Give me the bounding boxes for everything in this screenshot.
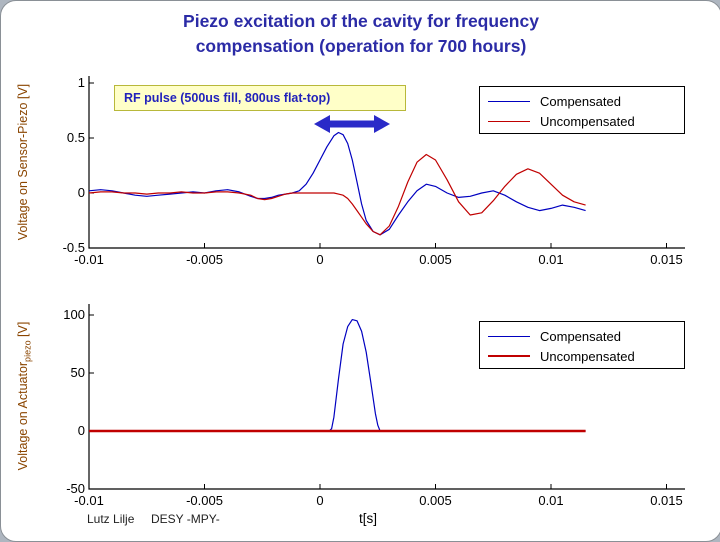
y-tick-label: 1 (77, 75, 85, 90)
x-tick-label: 0.01 (538, 493, 564, 508)
compensated-line-sample-icon (488, 100, 530, 102)
footer-author: Lutz Lilje (87, 512, 135, 526)
x-tick-label: 0.005 (419, 252, 452, 267)
y-tick-label: -0.5 (62, 240, 85, 255)
y-tick-label: 0 (77, 185, 85, 200)
x-tick-label: 0 (316, 252, 324, 267)
compensated-line-sample-icon (488, 335, 530, 337)
actuator-ylabel-unit: [V] (16, 321, 30, 341)
x-tick-label: -0.01 (74, 493, 104, 508)
legend-row-uncompensated: Uncompensated (488, 111, 684, 131)
y-tick-label: 50 (70, 365, 85, 380)
y-tick-label: -50 (66, 481, 85, 496)
legend-row-compensated: Compensated (488, 91, 684, 111)
legend-label-uncompensated: Uncompensated (540, 348, 635, 364)
x-tick-label: 0.015 (650, 493, 683, 508)
x-tick-label: -0.005 (186, 252, 223, 267)
x-tick-label: -0.005 (186, 493, 223, 508)
actuator-legend: Compensated Uncompensated (479, 321, 685, 369)
sensor-voltage-chart (88, 76, 685, 249)
y-tick-label: 0.5 (66, 130, 85, 145)
legend-label-compensated: Compensated (540, 328, 621, 344)
uncompensated-line-sample-icon (488, 120, 530, 122)
x-tick-label: 0.015 (650, 252, 683, 267)
sensor-ylabel: Voltage on Sensor-Piezo [V] (16, 83, 30, 241)
actuator-ylabel: Voltage on Actuatorpiezo [V] (16, 276, 34, 516)
uncompensated-line-sample-icon (488, 355, 530, 357)
time-axis-label: t[s] (359, 511, 378, 526)
slide-title-line1: Piezo excitation of the cavity for frequ… (183, 11, 539, 31)
legend-row-compensated: Compensated (488, 326, 684, 346)
x-tick-label: 0.005 (419, 493, 452, 508)
y-tick-label: 100 (63, 307, 85, 322)
x-tick-label: -0.01 (74, 252, 104, 267)
slide-title: Piezo excitation of the cavity for frequ… (1, 9, 720, 59)
rf-pulse-arrow-icon (314, 115, 390, 133)
legend-row-uncompensated: Uncompensated (488, 346, 684, 366)
x-tick-label: 0.01 (538, 252, 564, 267)
y-tick-label: 0 (77, 423, 85, 438)
x-tick-label: 0 (316, 493, 324, 508)
actuator-ylabel-sub: piezo (22, 340, 33, 362)
actuator-ylabel-main: Voltage on Actuator (16, 361, 30, 471)
slide-title-line2: compensation (operation for 700 hours) (195, 36, 527, 56)
actuator-voltage-chart (88, 304, 685, 490)
rf-pulse-annotation: RF pulse (500us fill, 800us flat-top) (114, 85, 406, 111)
legend-label-compensated: Compensated (540, 93, 621, 109)
footer-institute: DESY -MPY- (151, 512, 220, 526)
sensor-legend: Compensated Uncompensated (479, 86, 685, 134)
legend-label-uncompensated: Uncompensated (540, 113, 635, 129)
